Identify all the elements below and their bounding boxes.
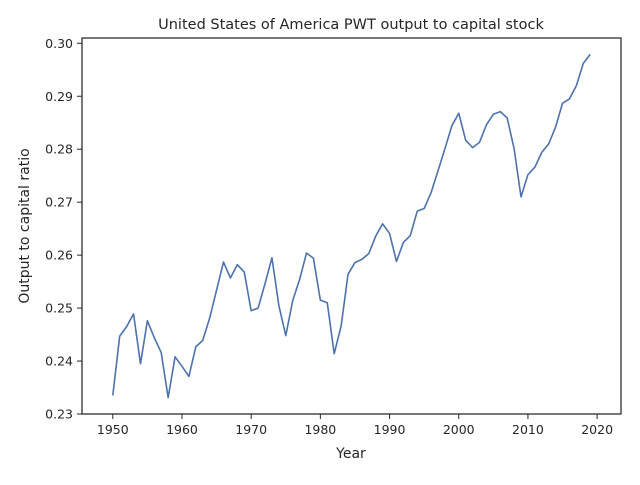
x-tick-label: 1970: [235, 422, 267, 437]
y-tick-label: 0.28: [45, 142, 73, 157]
chart-title: United States of America PWT output to c…: [158, 17, 544, 33]
plot-frame: [81, 37, 622, 415]
plot-data: [111, 53, 591, 399]
y-tick-label: 0.23: [45, 407, 73, 422]
x-tick-label: 1950: [97, 422, 129, 437]
x-tick-label: 2020: [581, 422, 613, 437]
x-tick-label: 2000: [443, 422, 475, 437]
y-axis-label: Output to capital ratio: [17, 148, 33, 303]
y-tick-label: 0.25: [45, 301, 73, 316]
y-tick-label: 0.29: [45, 89, 73, 104]
x-axis-label: Year: [335, 446, 366, 462]
x-tick-label: 1960: [166, 422, 198, 437]
x-tick-label: 2010: [512, 422, 544, 437]
y-tick-label: 0.24: [45, 354, 73, 369]
y-tick-label: 0.27: [45, 195, 73, 210]
y-tick-label: 0.26: [45, 248, 73, 263]
series-line: [111, 53, 591, 399]
axis-ticks: 1950 1960 1970 1980 1990 2000 2010 2020 0.23 0.24…: [45, 36, 613, 437]
y-tick-label: 0.30: [45, 36, 73, 51]
x-tick-label: 1980: [304, 422, 336, 437]
x-tick-label: 1990: [374, 422, 406, 437]
